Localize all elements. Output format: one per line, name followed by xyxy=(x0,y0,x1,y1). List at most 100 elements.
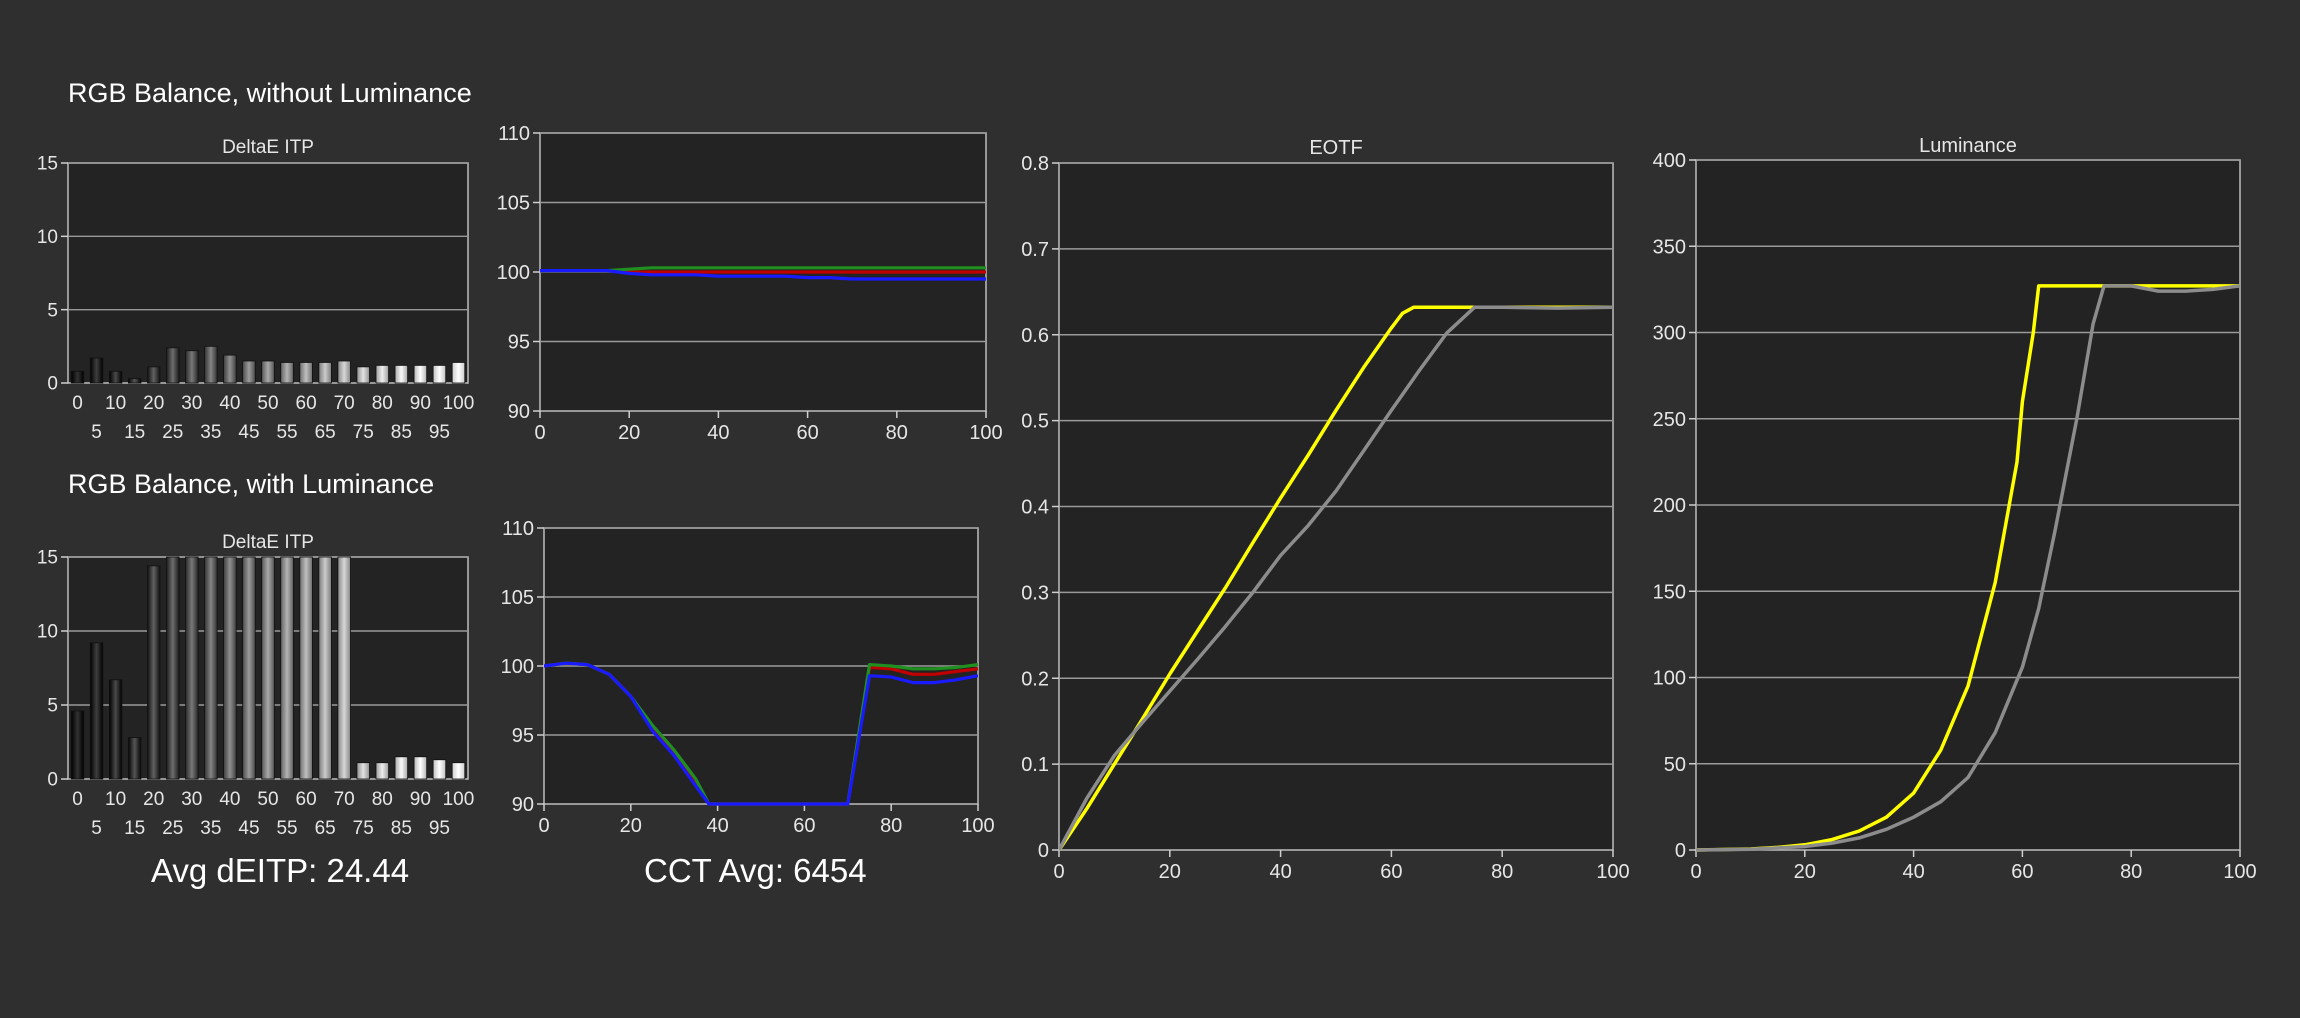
bar-5 xyxy=(89,357,104,384)
y-tick-label: 0 xyxy=(1675,840,1686,862)
y-tick-label: 350 xyxy=(1653,236,1686,258)
x-tick-label: 75 xyxy=(353,818,374,839)
y-tick-label: 0 xyxy=(47,374,58,395)
bar-55 xyxy=(280,556,294,780)
x-tick-label: 0 xyxy=(538,815,549,837)
x-tick-label: 65 xyxy=(315,818,336,839)
x-tick-label: 60 xyxy=(793,815,815,837)
y-tick-label: 0.5 xyxy=(1021,411,1049,433)
chart-title: EOTF xyxy=(1309,137,1362,159)
bar-10 xyxy=(108,679,123,780)
bar-95 xyxy=(432,364,447,384)
eotf-chart: 0 0.1 0.2 0.3 0.4 0.5 0.6 0.7 0.8 EOTF 0 20 40 60 80 10… xyxy=(1021,137,1630,883)
x-tick-label: 95 xyxy=(429,818,450,839)
x-tick-label: 45 xyxy=(238,818,259,839)
x-tick-label: 40 xyxy=(219,393,240,414)
x-tick-label: 25 xyxy=(162,818,183,839)
x-tick-label: 45 xyxy=(238,422,259,443)
bar-20 xyxy=(147,565,161,780)
x-tick-label: 40 xyxy=(707,422,729,444)
y-tick-label: 100 xyxy=(497,262,530,284)
x-tick-label: 25 xyxy=(162,422,183,443)
x-tick-label: 40 xyxy=(706,815,728,837)
x-tick-label: 0 xyxy=(1690,861,1701,883)
bar-65 xyxy=(318,556,332,780)
bar-15 xyxy=(127,378,142,384)
bar-60 xyxy=(299,362,313,384)
cct-avg-readout: CCT Avg: 6454 xyxy=(644,852,867,889)
x-tick-label: 80 xyxy=(372,393,393,414)
x-tick-label: 15 xyxy=(124,818,145,839)
bar-70 xyxy=(337,556,351,780)
x-tick-label: 70 xyxy=(334,789,355,810)
x-tick-label: 80 xyxy=(886,422,908,444)
x-tick-label: 0 xyxy=(534,422,545,444)
bar-40 xyxy=(223,354,237,384)
y-tick-label: 0.4 xyxy=(1021,497,1049,519)
y-tick-label: 50 xyxy=(1664,754,1686,776)
x-tick-label: 0 xyxy=(72,393,83,414)
bar-100 xyxy=(451,362,466,384)
x-tick-label: 100 xyxy=(1596,861,1629,883)
y-tick-label: 90 xyxy=(512,794,534,816)
x-tick-label: 95 xyxy=(429,422,450,443)
x-tick-label: 5 xyxy=(91,422,102,443)
x-tick-label: 35 xyxy=(200,422,221,443)
bar-20 xyxy=(147,366,161,384)
bar-50 xyxy=(261,556,275,780)
x-tick-label: 30 xyxy=(181,393,202,414)
bar-90 xyxy=(413,756,428,780)
x-tick-label: 80 xyxy=(372,789,393,810)
rgb_bottom-chart: 90 95 100 105 110 0 20 40 60 80 100 xyxy=(501,518,995,837)
bar-60 xyxy=(299,556,313,780)
x-tick-label: 80 xyxy=(1491,861,1513,883)
x-tick-label: 20 xyxy=(618,422,640,444)
y-tick-label: 110 xyxy=(502,518,534,540)
x-tick-label: 15 xyxy=(124,422,145,443)
y-tick-label: 300 xyxy=(1653,323,1686,345)
y-tick-label: 105 xyxy=(497,193,530,215)
x-tick-label: 5 xyxy=(91,818,102,839)
x-tick-label: 40 xyxy=(219,789,240,810)
y-tick-label: 10 xyxy=(37,622,58,643)
x-tick-label: 60 xyxy=(296,789,317,810)
bar-30 xyxy=(185,556,199,780)
bar-25 xyxy=(166,347,180,384)
bar-0 xyxy=(70,710,85,780)
section-title-with-luminance: RGB Balance, with Luminance xyxy=(68,469,435,499)
x-tick-label: 90 xyxy=(410,789,431,810)
bar-5 xyxy=(89,642,104,780)
y-tick-label: 150 xyxy=(1653,581,1686,603)
x-tick-label: 100 xyxy=(969,422,1002,444)
x-tick-label: 60 xyxy=(1380,861,1402,883)
x-tick-label: 0 xyxy=(1053,861,1064,883)
y-tick-label: 95 xyxy=(512,725,534,747)
section-title-without-luminance: RGB Balance, without Luminance xyxy=(68,78,472,108)
y-tick-label: 110 xyxy=(498,123,530,145)
y-tick-label: 0.6 xyxy=(1021,325,1049,347)
x-tick-label: 85 xyxy=(391,818,412,839)
bar-30 xyxy=(185,350,199,384)
x-tick-label: 20 xyxy=(143,393,164,414)
bar-10 xyxy=(108,370,123,384)
bar-75 xyxy=(356,762,370,780)
y-tick-label: 95 xyxy=(508,332,530,354)
x-tick-label: 100 xyxy=(961,815,994,837)
bar-90 xyxy=(413,364,428,384)
y-tick-label: 0 xyxy=(47,770,58,791)
x-tick-label: 10 xyxy=(105,393,126,414)
y-tick-label: 0.7 xyxy=(1021,239,1049,261)
x-tick-label: 0 xyxy=(72,789,83,810)
bar-95 xyxy=(432,759,447,780)
x-tick-label: 60 xyxy=(2011,861,2033,883)
series-line-yellow xyxy=(1696,284,2240,852)
y-tick-label: 15 xyxy=(37,154,58,175)
x-tick-label: 55 xyxy=(276,422,297,443)
series-line-blue xyxy=(540,269,986,281)
y-tick-label: 100 xyxy=(1653,668,1686,690)
bar-40 xyxy=(223,556,237,780)
bar-25 xyxy=(166,556,180,780)
